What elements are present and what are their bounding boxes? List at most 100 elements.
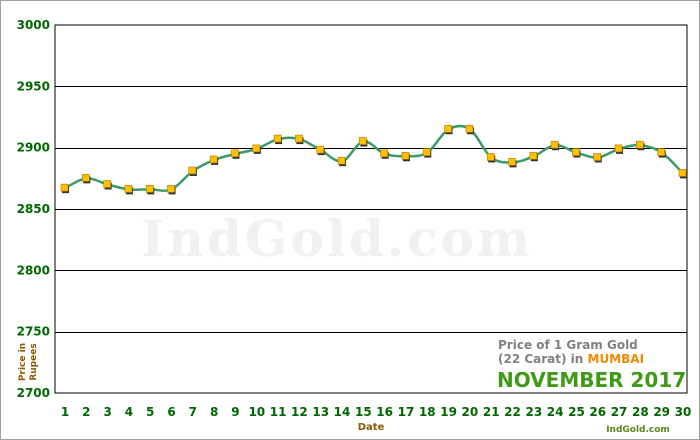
data-point bbox=[657, 148, 666, 158]
y-tick-label: 2900 bbox=[17, 141, 50, 155]
x-tick-label: 1 bbox=[61, 405, 69, 419]
data-point-marker bbox=[60, 183, 69, 192]
data-point bbox=[316, 145, 325, 156]
y-axis-label-line2: Rupees bbox=[29, 343, 39, 380]
x-tick-label: 15 bbox=[355, 405, 372, 419]
data-point bbox=[295, 134, 304, 145]
data-point bbox=[444, 124, 453, 135]
data-point-marker bbox=[124, 185, 133, 193]
y-tick-label: 2750 bbox=[17, 325, 50, 339]
x-tick-label: 8 bbox=[210, 405, 218, 419]
gridlines bbox=[55, 86, 687, 333]
data-point-marker bbox=[508, 158, 516, 166]
data-point-marker bbox=[359, 137, 367, 145]
data-point-marker bbox=[678, 169, 687, 177]
data-point-marker bbox=[465, 124, 474, 133]
data-point-marker bbox=[593, 153, 602, 161]
data-point bbox=[614, 144, 624, 154]
y-axis-label-line1: Price in bbox=[18, 343, 28, 381]
x-tick-label: 13 bbox=[312, 405, 329, 419]
watermark-text: IndGold.com bbox=[141, 209, 533, 268]
data-point-marker bbox=[82, 174, 90, 182]
y-tick-label: 2800 bbox=[17, 263, 50, 277]
x-tick-label: 9 bbox=[231, 405, 239, 419]
data-point bbox=[422, 148, 432, 158]
x-tick-label: 5 bbox=[146, 405, 154, 419]
x-tick-label: 21 bbox=[483, 405, 500, 419]
data-point-marker bbox=[380, 149, 388, 158]
data-point-marker bbox=[401, 151, 410, 160]
x-tick-label: 3 bbox=[103, 405, 111, 419]
y-tick-label: 2700 bbox=[17, 386, 50, 400]
data-point bbox=[145, 185, 155, 195]
data-point-marker bbox=[188, 166, 197, 175]
credit-text: IndGold.com bbox=[606, 425, 670, 435]
data-point bbox=[550, 140, 560, 151]
data-point-marker bbox=[337, 156, 346, 165]
data-point bbox=[636, 140, 645, 151]
x-axis-ticks: 1 2 3 4 5 6 7 8 9 10 11 12 13 14 15 16 17 18 19 20 21 22 23 24 2… bbox=[61, 405, 692, 419]
x-tick-label: 29 bbox=[653, 405, 670, 419]
data-point bbox=[231, 149, 240, 159]
data-point bbox=[359, 137, 368, 147]
x-tick-label: 16 bbox=[376, 405, 393, 419]
data-point bbox=[529, 151, 538, 162]
x-tick-label: 10 bbox=[248, 405, 265, 419]
data-point bbox=[593, 153, 602, 163]
data-point bbox=[167, 185, 176, 195]
data-point bbox=[124, 185, 133, 195]
data-point bbox=[401, 151, 410, 162]
data-point bbox=[103, 180, 112, 190]
y-axis-label: Price in Rupees bbox=[18, 343, 39, 381]
data-point-marker bbox=[295, 134, 303, 143]
x-tick-label: 17 bbox=[398, 405, 415, 419]
data-point bbox=[465, 124, 474, 135]
x-axis-label: Date bbox=[358, 422, 385, 433]
caption-city: MUMBAI bbox=[588, 352, 645, 366]
plot-area-border bbox=[54, 24, 688, 394]
data-point-marker bbox=[444, 124, 452, 133]
x-tick-label: 2 bbox=[82, 405, 90, 419]
caption-period: NOVEMBER 2017 bbox=[497, 368, 686, 392]
x-tick-label: 23 bbox=[525, 405, 542, 419]
data-point-marker bbox=[209, 155, 218, 164]
data-point bbox=[273, 134, 283, 145]
data-point bbox=[486, 153, 496, 163]
data-point bbox=[188, 166, 197, 176]
price-series bbox=[60, 124, 687, 195]
x-tick-label: 25 bbox=[568, 405, 585, 419]
data-point-marker bbox=[231, 149, 239, 158]
data-point-marker bbox=[529, 151, 538, 160]
x-tick-label: 20 bbox=[462, 405, 479, 419]
data-point-marker bbox=[252, 144, 261, 153]
data-point bbox=[60, 183, 69, 194]
x-tick-label: 12 bbox=[291, 405, 308, 419]
data-point-marker bbox=[636, 140, 644, 149]
caption-line1: Price of 1 Gram Gold bbox=[498, 338, 638, 352]
x-tick-label: 22 bbox=[504, 405, 521, 419]
y-tick-label: 2950 bbox=[17, 79, 50, 93]
data-point bbox=[508, 158, 517, 168]
x-tick-label: 11 bbox=[270, 405, 287, 419]
data-point-marker bbox=[422, 148, 431, 156]
x-tick-label: 18 bbox=[419, 405, 436, 419]
data-point-marker bbox=[167, 185, 175, 193]
x-tick-label: 26 bbox=[589, 405, 606, 419]
y-tick-label: 2850 bbox=[17, 202, 50, 216]
data-point bbox=[337, 156, 347, 167]
x-tick-label: 6 bbox=[167, 405, 175, 419]
chart-caption: Price of 1 Gram Gold (22 Carat) in MUMBA… bbox=[497, 338, 686, 392]
data-point bbox=[678, 169, 687, 179]
y-tick-label: 3000 bbox=[17, 18, 50, 32]
data-point-marker bbox=[103, 180, 111, 188]
x-tick-label: 24 bbox=[547, 405, 564, 419]
data-point bbox=[252, 144, 261, 154]
caption-line2-prefix: (22 Carat) in bbox=[498, 352, 588, 366]
data-point-marker bbox=[614, 144, 623, 153]
x-tick-label: 30 bbox=[675, 405, 692, 419]
data-point-marker bbox=[316, 145, 325, 154]
x-tick-label: 7 bbox=[189, 405, 197, 419]
